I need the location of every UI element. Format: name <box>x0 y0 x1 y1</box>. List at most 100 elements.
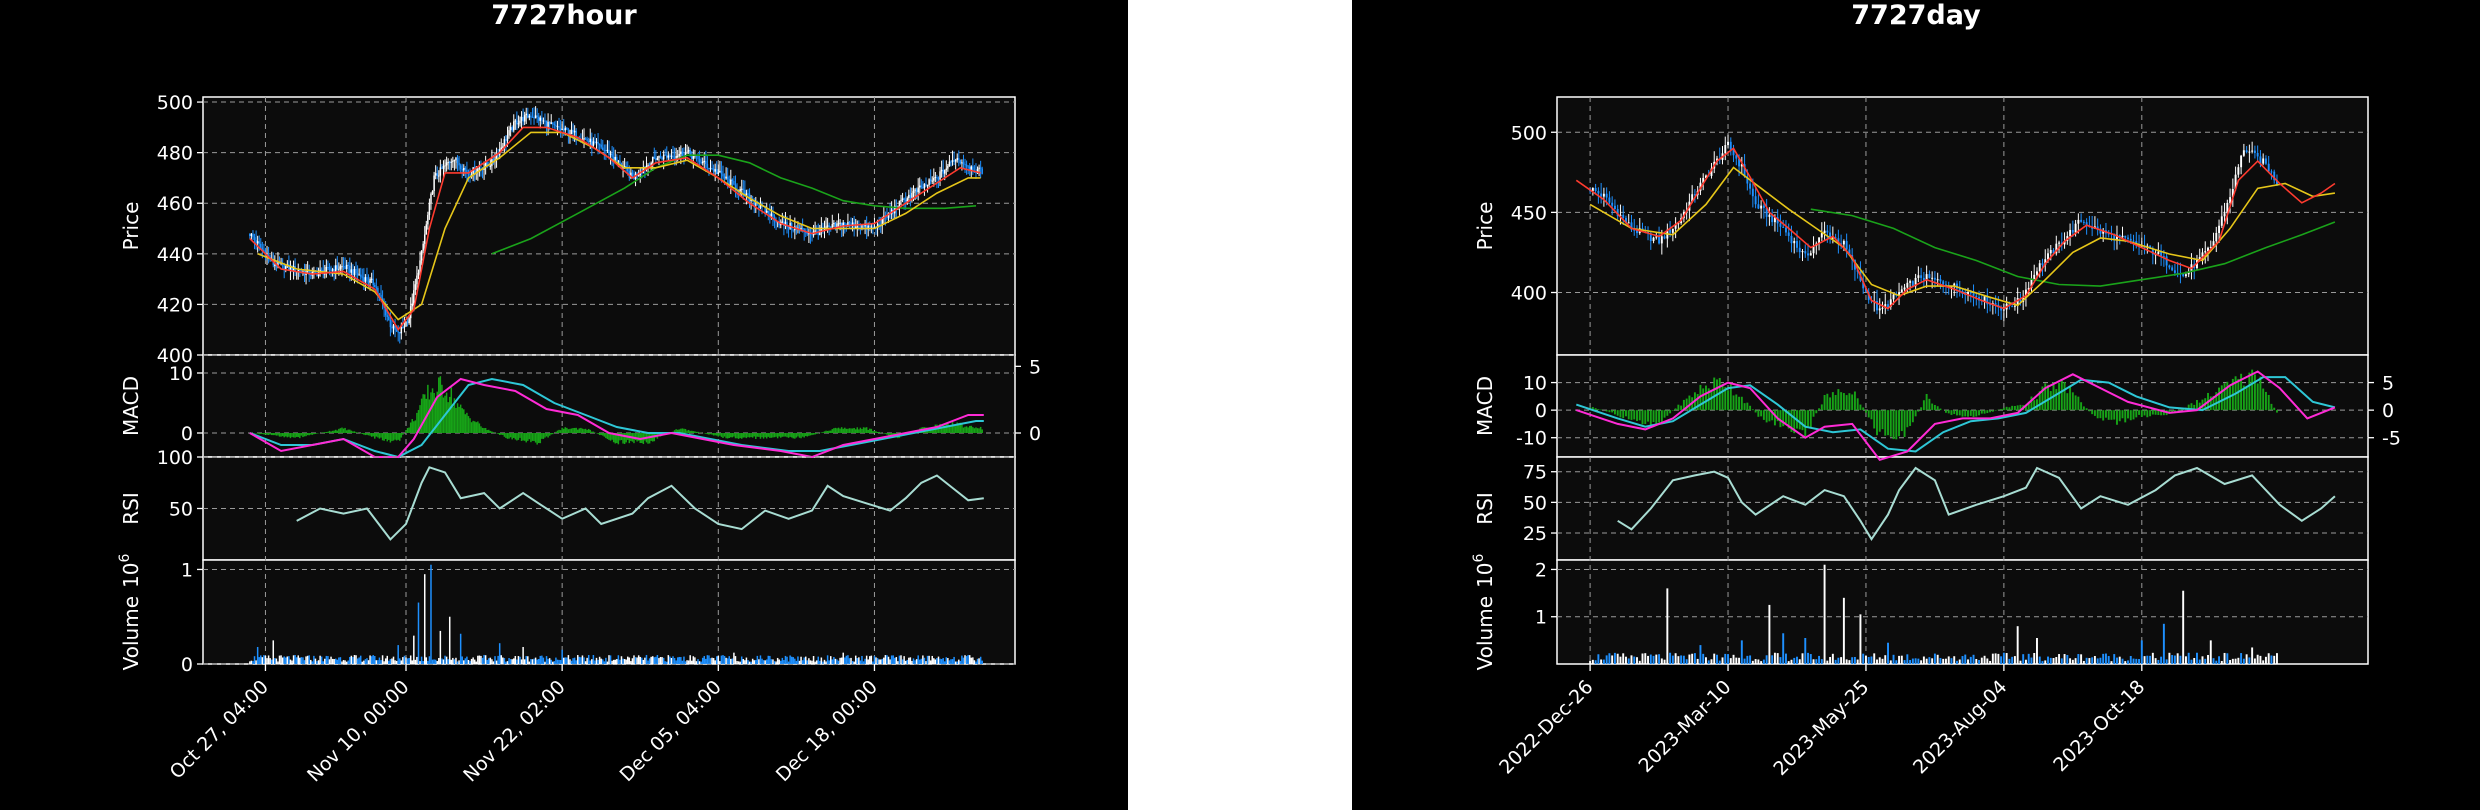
candle-body <box>2085 222 2088 226</box>
macd-hist-bar <box>711 433 713 435</box>
macd-hist-bar <box>968 425 971 433</box>
volume-bar <box>334 658 337 664</box>
candle-body <box>784 221 787 226</box>
volume-bar <box>339 657 342 664</box>
x-tick-label: 2023-Mar-10 <box>1635 676 1736 777</box>
volume-bar <box>631 658 634 664</box>
volume-bar <box>1870 656 1873 664</box>
candle-body <box>1823 230 1826 234</box>
volume-bar <box>447 659 449 664</box>
candle-body <box>548 121 551 124</box>
volume-bar <box>1840 657 1843 664</box>
macd-hist-bar <box>823 431 826 433</box>
macd-hist-bar <box>506 433 509 439</box>
candle-body <box>1652 237 1655 242</box>
candle-body <box>837 223 840 225</box>
macd-hist-bar <box>478 423 481 433</box>
macd-hist-bar <box>349 429 351 433</box>
candle-body <box>1820 233 1823 238</box>
candle-body <box>2132 240 2135 242</box>
volume-bar <box>606 661 609 664</box>
candle-body <box>358 274 360 276</box>
candle-body <box>719 170 721 173</box>
candle-body <box>858 226 860 229</box>
candle-body <box>631 172 634 178</box>
candle-body <box>756 204 759 206</box>
macd-hist-bar <box>2041 386 2044 411</box>
candle-body <box>250 233 253 236</box>
volume-bar <box>1624 656 1627 664</box>
macd-hist-bar <box>775 433 777 437</box>
volume-bar <box>1837 657 1840 664</box>
volume-bar <box>822 661 824 664</box>
macd-hist-bar <box>2245 385 2248 411</box>
macd-hist-bar <box>2215 392 2218 411</box>
volume-bar <box>758 659 760 664</box>
volume-bar <box>378 657 381 664</box>
macd-hist-bar <box>2193 404 2196 411</box>
volume-bar <box>670 657 673 664</box>
volume-bar <box>325 655 328 664</box>
volume-bar <box>292 655 295 664</box>
volume-bar <box>516 659 518 664</box>
volume-bar <box>547 658 549 664</box>
macd-hist-bar <box>776 433 779 439</box>
candle-body <box>959 159 962 164</box>
volume-bar <box>1796 656 1798 664</box>
volume-bar <box>1944 658 1947 664</box>
volume-bar <box>942 658 944 664</box>
candle-body <box>961 162 963 164</box>
candle-body <box>1831 237 1834 239</box>
volume-bar <box>706 655 709 664</box>
volume-bar <box>854 655 857 664</box>
volume-bar <box>1933 653 1936 664</box>
volume-bar <box>2242 658 2245 664</box>
candle-body <box>970 166 973 170</box>
volume-bar <box>2256 654 2259 664</box>
volume-bar <box>825 661 827 664</box>
volume-bar <box>1718 660 1721 664</box>
volume-bar <box>395 660 398 664</box>
volume-bar <box>681 660 684 664</box>
volume-bar <box>466 656 468 664</box>
volume-bar <box>886 655 888 664</box>
volume-bar <box>931 655 933 664</box>
macd-hist-bar <box>306 433 309 436</box>
macd-hist-bar <box>300 433 303 436</box>
candle-body <box>531 116 534 118</box>
volume-bar <box>2082 660 2085 664</box>
macd-hist-bar <box>562 428 565 433</box>
macd-hist-bar <box>598 433 601 436</box>
volume-bar <box>587 655 590 664</box>
volume-bar <box>1892 654 1895 664</box>
volume-bar <box>1804 638 1807 664</box>
candle-body <box>767 210 770 214</box>
volume-bar <box>972 657 974 664</box>
candle-body <box>844 222 846 225</box>
candle-body <box>552 122 554 124</box>
volume-bar <box>2110 661 2113 664</box>
macd-hist-bar <box>477 421 479 433</box>
volume-bar <box>867 659 869 664</box>
candle-body <box>392 325 395 329</box>
macd-hist-bar <box>2118 410 2121 422</box>
volume-bar <box>881 658 884 664</box>
candle-body <box>848 222 851 224</box>
macd-hist-bar <box>305 433 307 437</box>
candle-body <box>334 265 337 272</box>
volume-bar <box>948 660 951 664</box>
candle-body <box>797 227 799 229</box>
macd-hist-bar <box>2196 399 2198 411</box>
candle-body <box>2024 289 2027 298</box>
macd-hist-bar <box>438 377 440 433</box>
candle-body <box>870 226 873 228</box>
volume-bars <box>249 564 983 664</box>
candle-body <box>395 329 398 332</box>
volume-bar <box>1812 659 1815 664</box>
macd-hist-bar <box>519 433 521 438</box>
macd-hist-bar <box>2060 379 2063 411</box>
candle-body <box>1862 280 1865 289</box>
x-tick-label: 2023-May-25 <box>1769 676 1873 780</box>
volume-bar <box>801 660 804 664</box>
macd-hist-bar <box>2256 383 2259 411</box>
